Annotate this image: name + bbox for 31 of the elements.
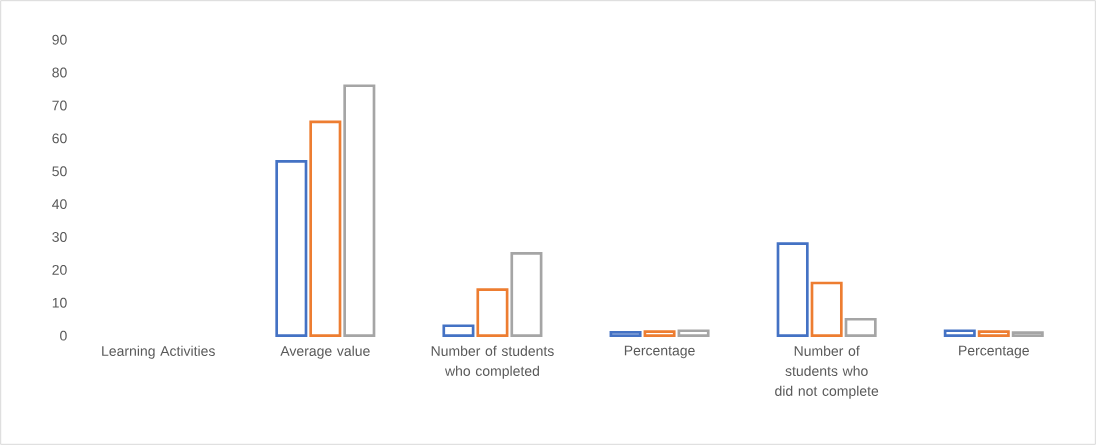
y-tick-label: 80 bbox=[52, 67, 67, 78]
y-tick-label: 20 bbox=[52, 264, 67, 275]
bar bbox=[510, 252, 543, 337]
bar bbox=[442, 324, 475, 337]
bar bbox=[1011, 331, 1044, 337]
y-tick-label: 60 bbox=[52, 133, 67, 144]
bar bbox=[810, 281, 843, 337]
bar bbox=[977, 330, 1010, 337]
x-tick-label: Average value bbox=[280, 345, 370, 359]
y-tick-label: 90 bbox=[52, 34, 67, 45]
x-tick-label: Number of students who did not complete bbox=[775, 345, 879, 399]
bar bbox=[643, 330, 676, 337]
y-tick-label: 30 bbox=[52, 232, 67, 242]
x-tick-label: Percentage bbox=[624, 345, 695, 359]
y-tick-label: 10 bbox=[52, 297, 67, 308]
bar bbox=[609, 331, 642, 337]
bar bbox=[476, 288, 509, 337]
bar bbox=[309, 120, 342, 337]
x-tick-label: Number of students who completed bbox=[431, 345, 554, 379]
y-tick-label: 0 bbox=[60, 330, 67, 341]
bar bbox=[275, 160, 308, 337]
x-tick-label: Percentage bbox=[959, 345, 1029, 359]
x-tick-label: Learning Activities bbox=[102, 345, 215, 359]
bar bbox=[343, 84, 376, 337]
bar bbox=[844, 317, 877, 337]
bar bbox=[776, 242, 809, 337]
y-tick-label: 70 bbox=[52, 100, 67, 111]
bar bbox=[677, 329, 710, 337]
y-tick-label: 40 bbox=[52, 199, 67, 210]
bar bbox=[943, 329, 976, 337]
y-tick-label: 50 bbox=[52, 166, 67, 177]
